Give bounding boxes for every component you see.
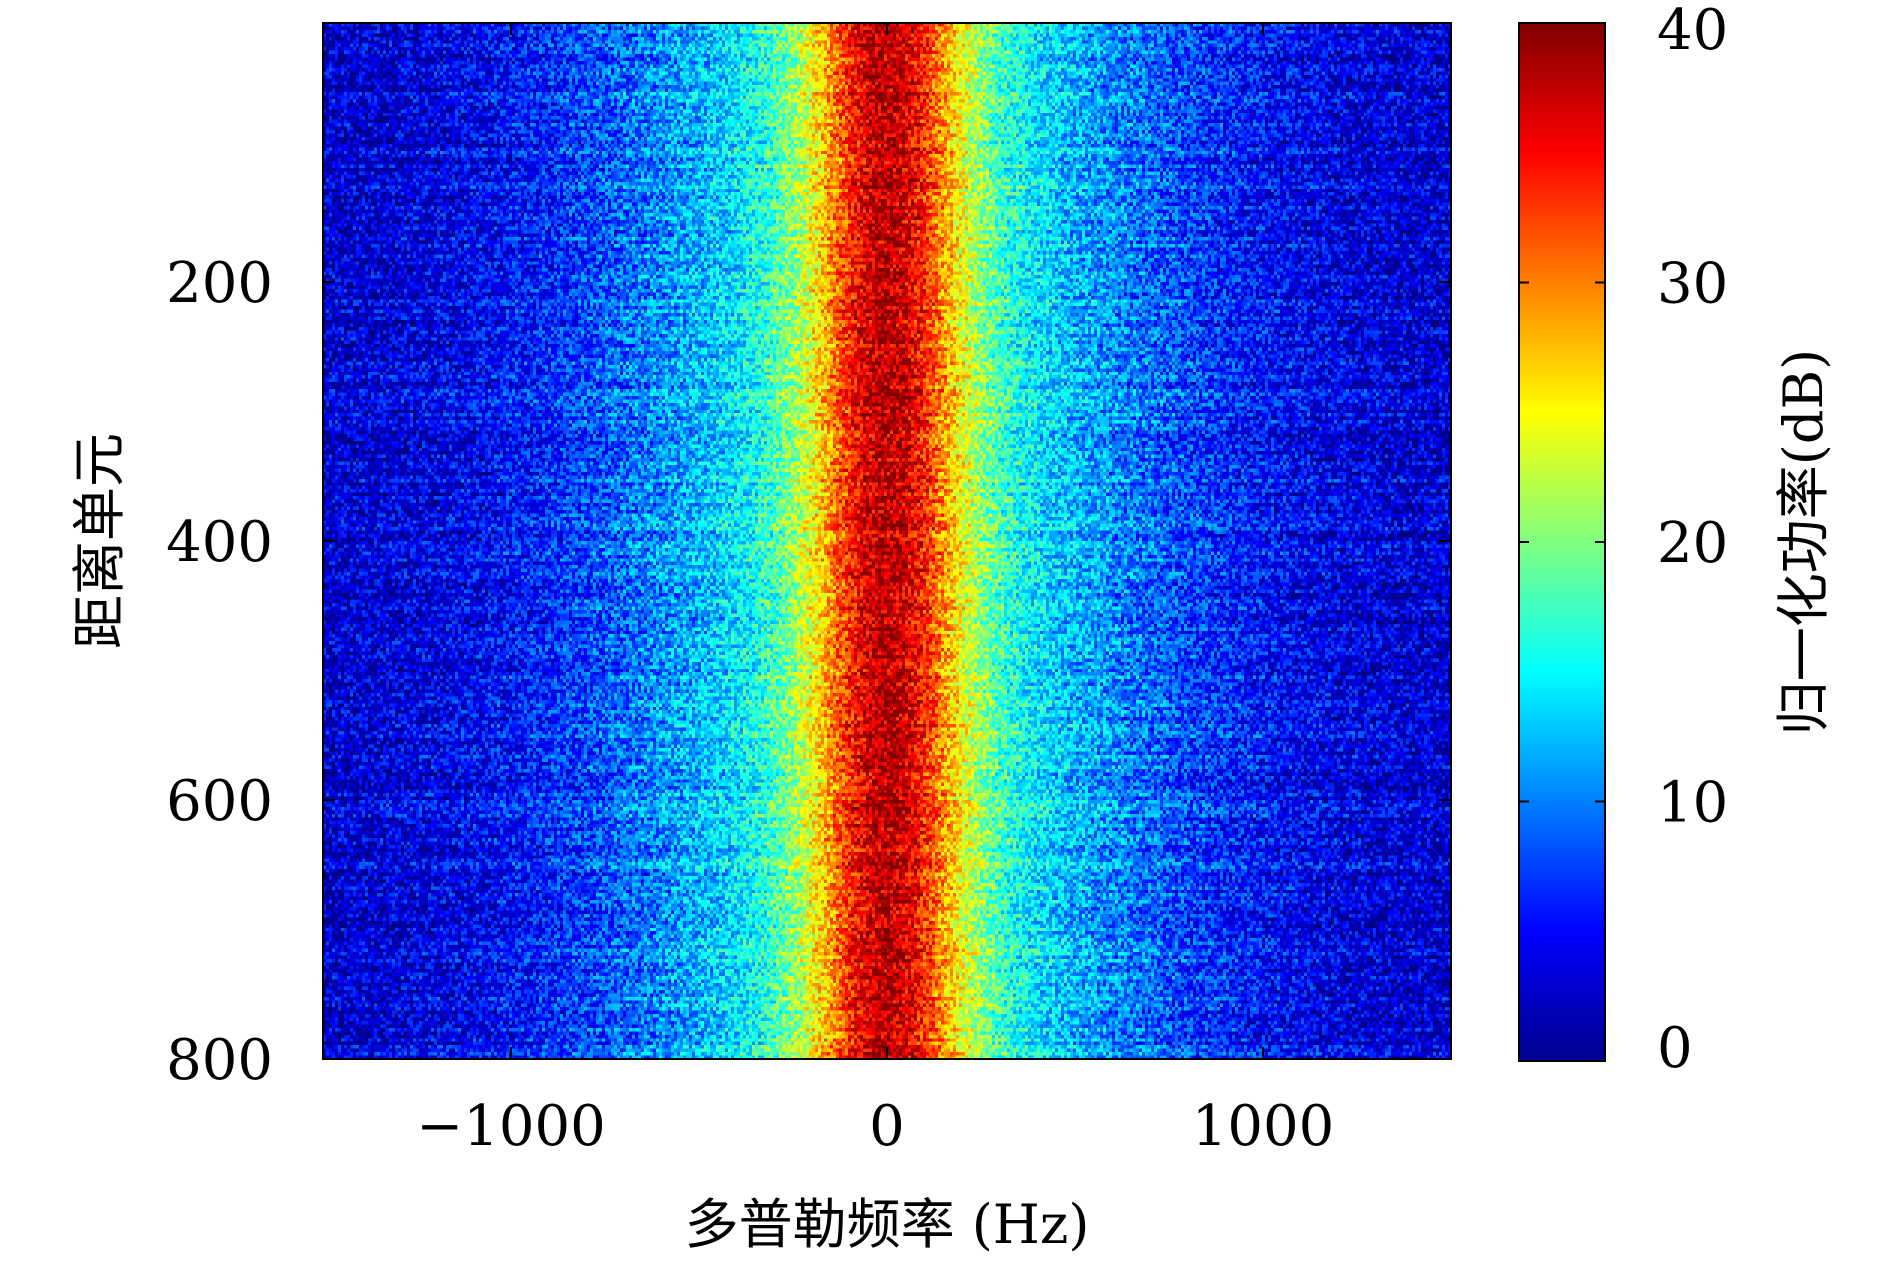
x-tick-label: −1000 [416,1094,605,1159]
y-axis-label: 距离单元 [68,433,131,649]
heatmap-image [323,23,1451,1059]
y-tick-label: 400 [166,510,273,575]
x-tick-label: 1000 [1192,1094,1335,1159]
x-tick-label: 0 [869,1094,905,1159]
colorbar [1518,22,1606,1062]
colorbar-tick-label: 30 [1657,252,1728,317]
colorbar-label: 归一化功率(dB) [1772,349,1835,735]
colorbar-tick-label: 0 [1657,1016,1693,1081]
x-axis: −1000 0 1000 [416,23,1334,1159]
y-tick-label: 200 [166,251,273,316]
y-tick-label: 800 [166,1028,273,1093]
x-axis-label: 多普勒频率 (Hz) [685,1193,1090,1256]
y-axis: 200 400 600 800 [166,251,1451,1093]
y-tick-label: 600 [166,769,273,834]
heatmap [323,23,1451,1059]
colorbar-tick-label: 20 [1657,511,1728,576]
colorbar-tick-label: 10 [1657,771,1728,836]
colorbar-ticks: 0 10 20 30 40 [1519,0,1728,1081]
colorbar-tick-label: 40 [1657,0,1728,63]
